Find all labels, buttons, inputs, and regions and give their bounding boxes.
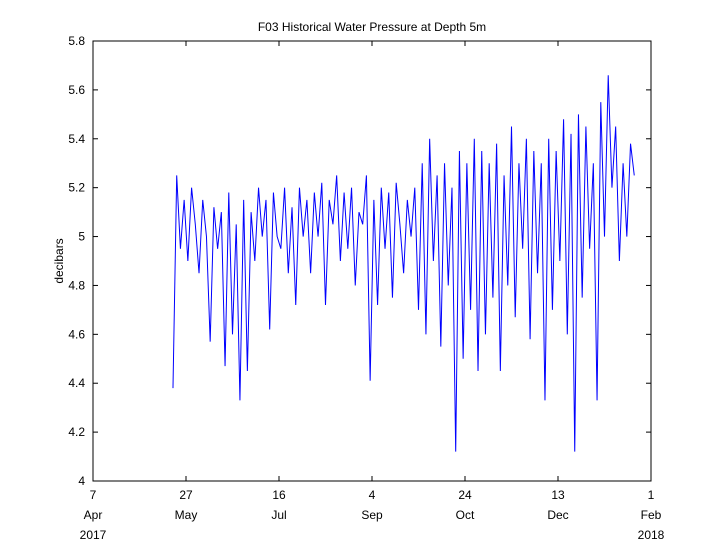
x-tick-label: 7 bbox=[90, 488, 97, 502]
y-axis-label: decibars bbox=[52, 238, 66, 283]
y-tick-label: 5.8 bbox=[68, 34, 85, 48]
x-tick-label: 4 bbox=[369, 488, 376, 502]
y-tick-label: 4.2 bbox=[68, 425, 85, 439]
chart-title: F03 Historical Water Pressure at Depth 5… bbox=[258, 20, 486, 34]
data-line bbox=[172, 75, 635, 452]
x-tick-label: 1 bbox=[648, 488, 655, 502]
y-tick-label: 5.2 bbox=[68, 181, 85, 195]
y-tick-label: 4.8 bbox=[68, 278, 85, 292]
x-tick-label: 27 bbox=[179, 488, 193, 502]
y-tick-label: 4.6 bbox=[68, 327, 85, 341]
x-tick-month: Oct bbox=[456, 508, 475, 522]
y-tick-label: 5.6 bbox=[68, 83, 85, 97]
x-tick-month: Feb bbox=[641, 508, 662, 522]
x-tick-month: May bbox=[175, 508, 198, 522]
x-tick-label: 16 bbox=[272, 488, 286, 502]
plot-box bbox=[92, 40, 652, 482]
x-tick-month: Apr bbox=[84, 508, 103, 522]
y-tick-label: 5 bbox=[78, 230, 85, 244]
y-tick-label: 4 bbox=[78, 474, 85, 488]
x-year-label: 2017 bbox=[80, 528, 107, 540]
y-tick-label: 5.4 bbox=[68, 132, 85, 146]
y-tick-label: 4.4 bbox=[68, 376, 85, 390]
x-tick-month: Jul bbox=[271, 508, 286, 522]
x-tick-month: Sep bbox=[361, 508, 383, 522]
x-tick-label: 13 bbox=[551, 488, 565, 502]
x-tick-month: Dec bbox=[547, 508, 568, 522]
x-tick-label: 24 bbox=[458, 488, 472, 502]
x-year-label: 2018 bbox=[638, 528, 665, 540]
